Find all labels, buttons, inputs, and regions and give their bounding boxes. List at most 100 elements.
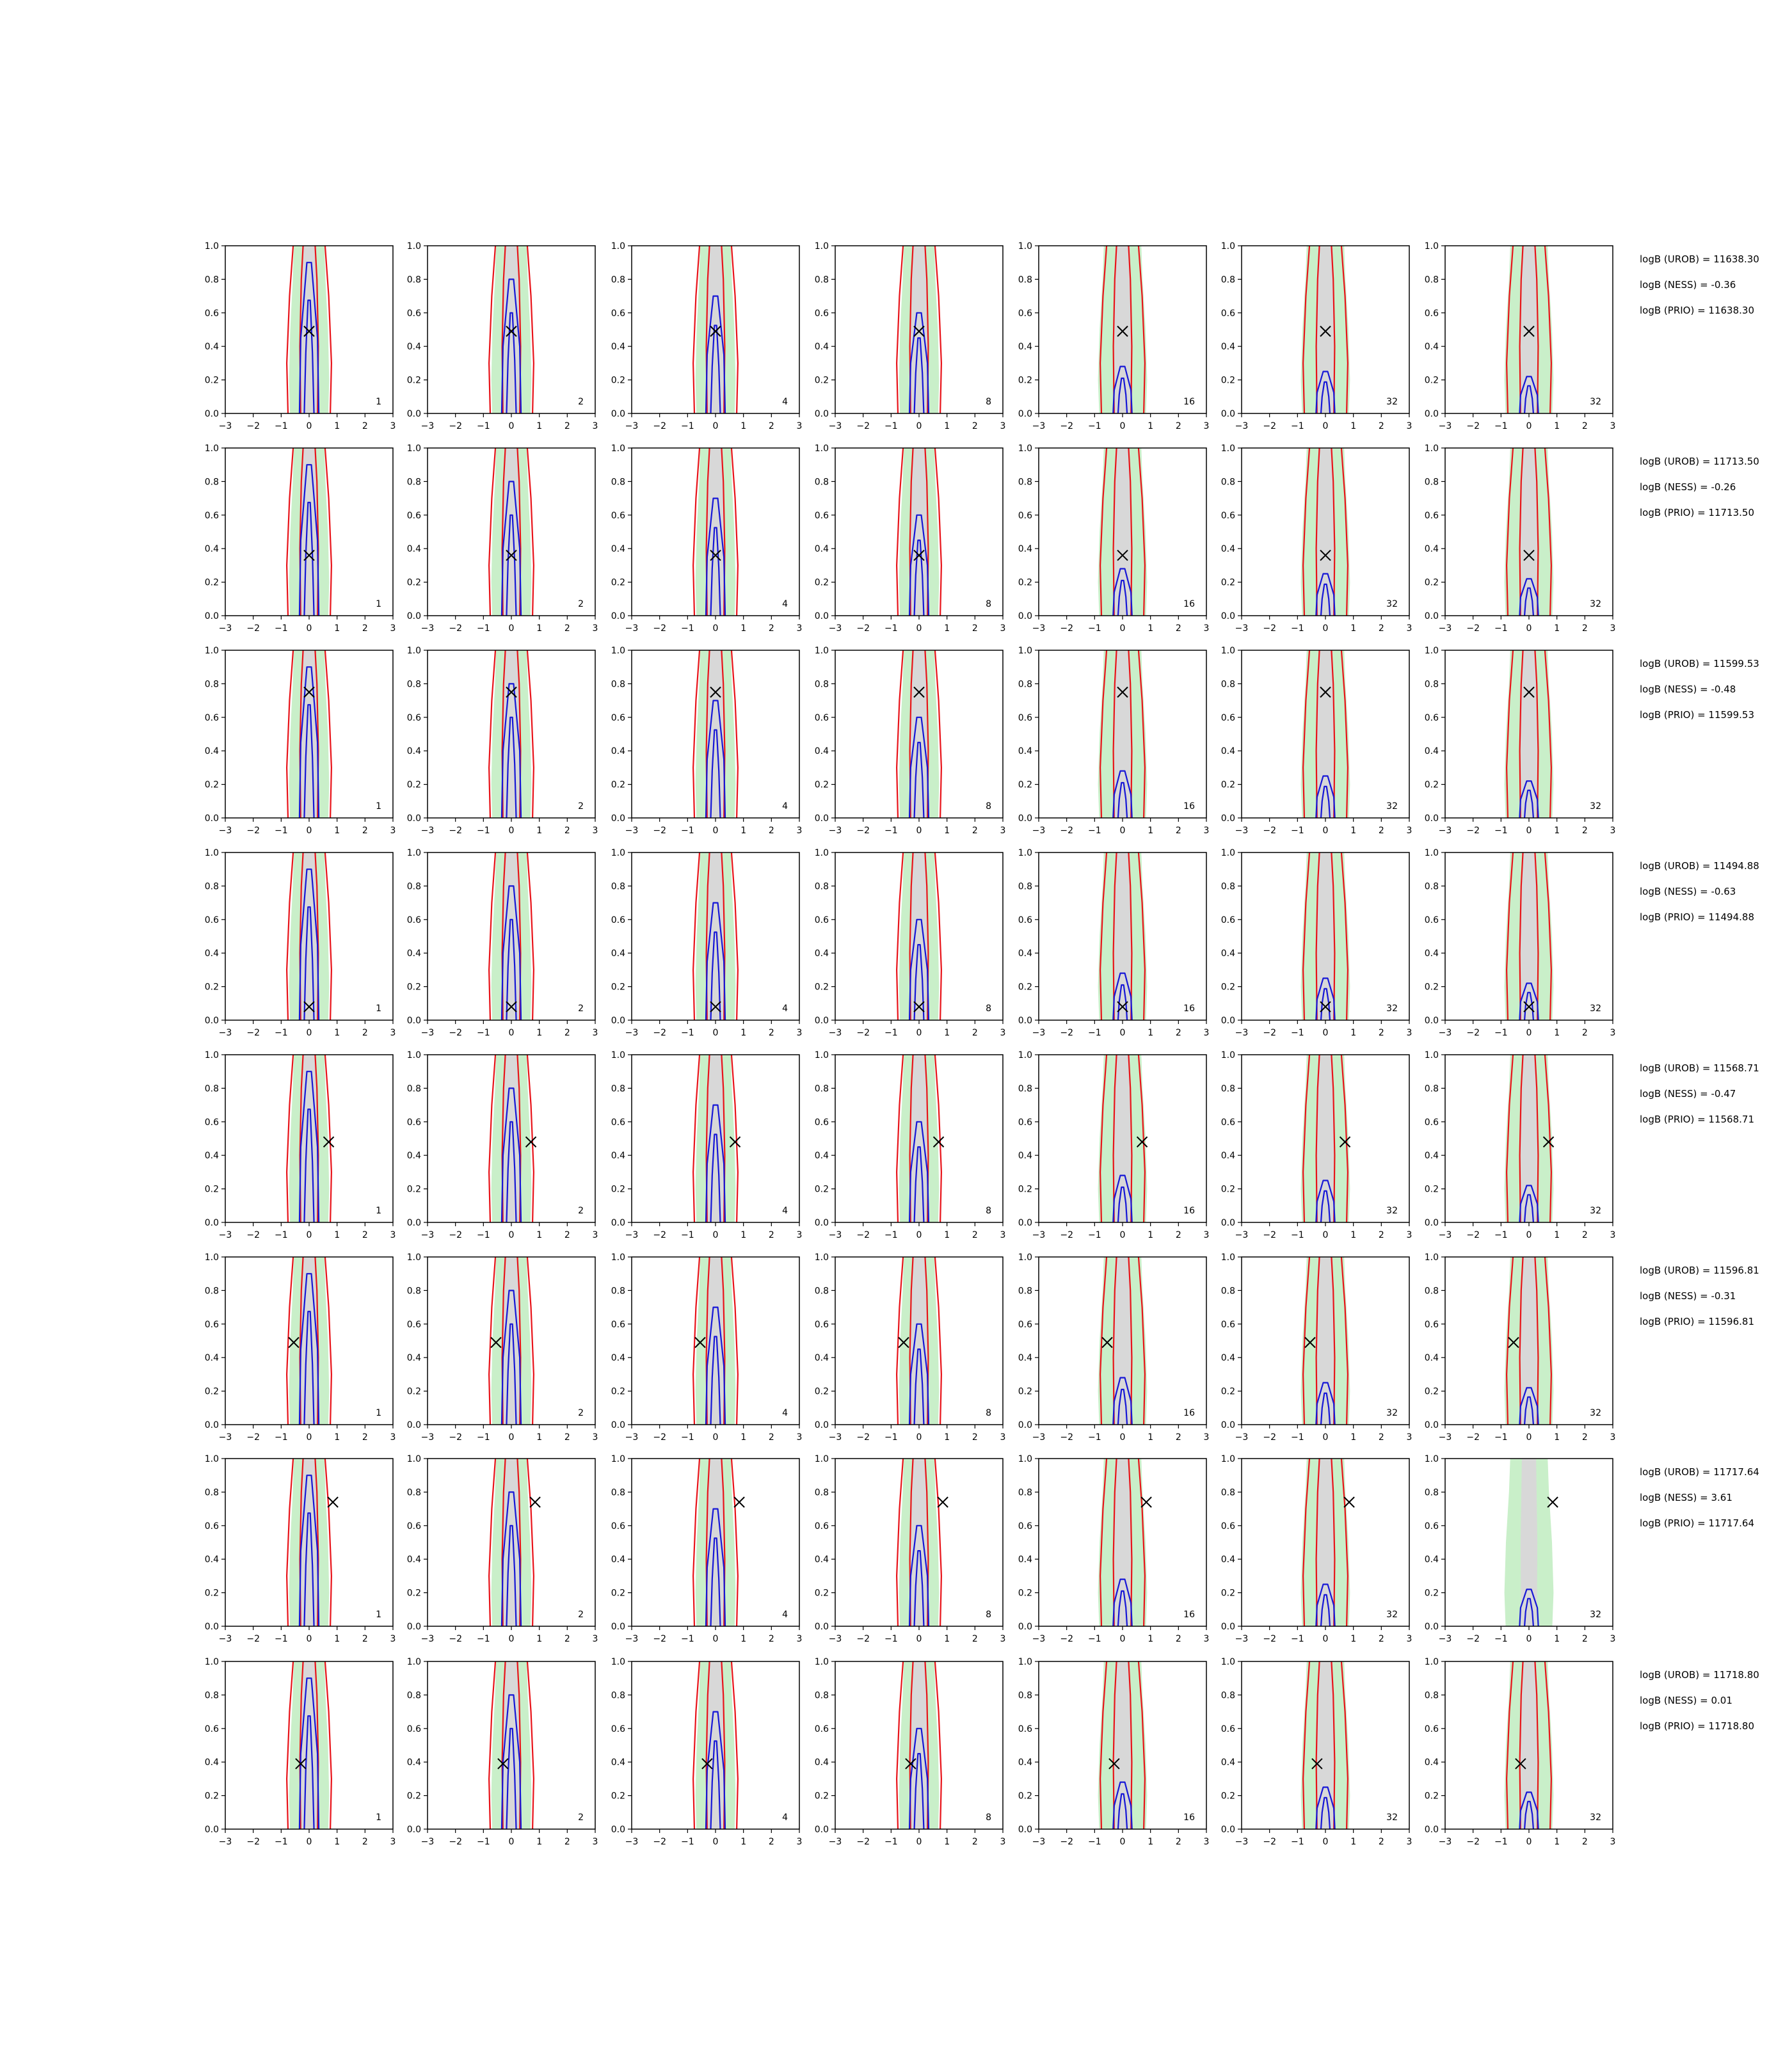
panel-number: 1	[376, 1812, 381, 1823]
panel-contours	[1300, 246, 1350, 413]
y-tick-label: 0.6	[407, 511, 421, 521]
x-tick-label: 0	[1323, 826, 1329, 836]
x-tick-label: −1	[275, 421, 288, 431]
y-tick-label: 0.6	[1221, 915, 1235, 925]
grey-density-region	[300, 650, 318, 818]
x-tick-label: −1	[884, 1230, 898, 1240]
y-tick-label: 0.0	[1221, 1825, 1235, 1835]
y-tick-label: 0.0	[1221, 813, 1235, 824]
panel-r8-c3: −3 −2 −1 0 1 2 3 0.0 0.2 0.4 0.6 0.8 1.0 4	[611, 1657, 803, 1847]
panel-number: 2	[578, 397, 584, 407]
x-tick-label: −2	[1263, 1028, 1276, 1038]
x-tick-label: 2	[362, 1230, 368, 1240]
y-tick-label: 0.2	[1425, 1387, 1439, 1397]
y-tick-label: 0.4	[205, 544, 219, 554]
red-outer-contour	[1506, 448, 1552, 616]
y-tick-label: 1.0	[815, 241, 829, 252]
true-value-marker	[1343, 1496, 1355, 1508]
y-tick-label: 0.6	[205, 915, 219, 925]
x-tick-label: 0	[509, 826, 515, 836]
panel-contours	[896, 1055, 942, 1222]
x-tick-label: 3	[1407, 421, 1412, 431]
x-tick-label: −2	[1466, 1230, 1480, 1240]
y-tick-label: 0.6	[1425, 1521, 1439, 1532]
y-tick-label: 0.6	[1425, 915, 1439, 925]
y-tick-label: 0.0	[205, 611, 219, 621]
x-tick-label: 0	[1526, 826, 1532, 836]
logB-stat: logB (PRIO) = 11596.81	[1640, 1316, 1754, 1327]
x-tick-label: −1	[275, 1230, 288, 1240]
x-tick-label: −3	[1235, 1634, 1249, 1644]
y-tick-label: 0.4	[1425, 746, 1439, 756]
y-tick-label: 0.0	[407, 1016, 421, 1026]
y-tick-label: 0.6	[815, 1117, 829, 1128]
blue-inner-contour	[1320, 1594, 1331, 1626]
x-tick-label: 0	[509, 1634, 515, 1644]
true-value-marker	[913, 549, 925, 561]
true-value-marker	[1523, 549, 1535, 561]
blue-inner-contour	[710, 324, 721, 413]
grey-density-region	[910, 1257, 928, 1425]
x-tick-label: 1	[1350, 1432, 1356, 1443]
x-tick-label: 0	[307, 1432, 312, 1443]
panel-r3-c7: −3 −2 −1 0 1 2 3 0.0 0.2 0.4 0.6 0.8 1.0 32	[1425, 646, 1616, 836]
panel-contours	[286, 650, 332, 818]
y-tick-label: 0.2	[1425, 1185, 1439, 1195]
y-tick-label: 0.8	[407, 275, 421, 285]
y-tick-label: 0.4	[407, 1757, 421, 1768]
grey-density-region	[1316, 1459, 1334, 1626]
true-value-marker	[1320, 686, 1331, 698]
y-tick-label: 0.6	[815, 308, 829, 319]
red-outer-contour	[286, 246, 332, 413]
x-tick-label: 2	[1176, 1634, 1181, 1644]
true-value-marker	[525, 1136, 537, 1148]
panel-r5-c5: −3 −2 −1 0 1 2 3 0.0 0.2 0.4 0.6 0.8 1.0 16	[1018, 1050, 1210, 1240]
x-tick-label: 0	[1120, 1230, 1126, 1240]
x-tick-label: 3	[1610, 1230, 1616, 1240]
panel-r8-c2: −3 −2 −1 0 1 2 3 0.0 0.2 0.4 0.6 0.8 1.0 2	[407, 1657, 598, 1847]
y-tick-label: 0.8	[205, 1286, 219, 1296]
red-outer-contour	[286, 1257, 332, 1425]
true-value-marker	[1320, 325, 1331, 337]
y-tick-label: 0.8	[611, 1487, 625, 1498]
panel-r2-c7: −3 −2 −1 0 1 2 3 0.0 0.2 0.4 0.6 0.8 1.0 32	[1425, 444, 1616, 634]
grey-density-region	[1316, 1661, 1334, 1829]
true-value-marker	[323, 1136, 335, 1148]
y-tick-label: 1.0	[1221, 444, 1235, 454]
panel-number: 2	[578, 1408, 584, 1418]
y-tick-label: 0.6	[407, 1320, 421, 1330]
x-tick-label: 2	[362, 1837, 368, 1847]
blue-inner-contour	[1523, 1597, 1535, 1626]
blue-outer-contour	[908, 312, 930, 413]
y-tick-label: 0.2	[205, 578, 219, 588]
x-tick-label: −2	[653, 623, 666, 634]
x-tick-label: −3	[625, 421, 639, 431]
red-outer-contour	[488, 246, 534, 413]
y-tick-label: 0.0	[407, 611, 421, 621]
y-tick-label: 0.6	[205, 1724, 219, 1734]
y-tick-label: 0.4	[407, 746, 421, 756]
x-tick-label: 2	[1582, 623, 1588, 634]
x-tick-label: 0	[1323, 1432, 1329, 1443]
blue-outer-contour	[908, 1323, 930, 1425]
panel-contours	[1300, 852, 1350, 1020]
y-tick-label: 0.0	[611, 409, 625, 419]
x-tick-label: 0	[713, 1230, 719, 1240]
panel-contours	[488, 246, 534, 413]
x-tick-label: −3	[829, 421, 842, 431]
x-tick-label: −2	[1263, 1432, 1276, 1443]
true-value-marker	[1320, 549, 1331, 561]
x-tick-label: −1	[1494, 623, 1508, 634]
y-tick-label: 0.0	[815, 1420, 829, 1430]
x-tick-label: 0	[307, 623, 312, 634]
panel-r8-c4: −3 −2 −1 0 1 2 3 0.0 0.2 0.4 0.6 0.8 1.0 8	[815, 1657, 1006, 1847]
y-tick-label: 0.0	[407, 1420, 421, 1430]
y-tick-label: 1.0	[205, 444, 219, 454]
y-tick-label: 0.0	[1018, 1420, 1032, 1430]
true-value-marker	[913, 325, 925, 337]
grey-density-region	[1520, 852, 1538, 1020]
blue-inner-contour	[1523, 991, 1535, 1020]
panel-r7-c3: −3 −2 −1 0 1 2 3 0.0 0.2 0.4 0.6 0.8 1.0 4	[611, 1454, 803, 1644]
y-tick-label: 1.0	[611, 444, 625, 454]
logB-stat: logB (NESS) = -0.48	[1640, 684, 1736, 695]
